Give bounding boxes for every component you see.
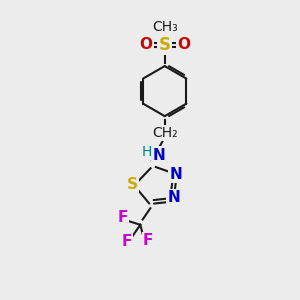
Text: O: O	[177, 38, 190, 52]
Text: F: F	[143, 233, 153, 248]
Text: F: F	[117, 210, 128, 225]
Text: S: S	[127, 177, 137, 192]
Text: S: S	[159, 36, 171, 54]
Text: O: O	[140, 38, 153, 52]
Text: CH₂: CH₂	[152, 126, 178, 140]
Text: N: N	[167, 190, 180, 205]
Text: H: H	[142, 145, 152, 159]
Text: N: N	[169, 167, 182, 182]
Text: N: N	[152, 148, 165, 163]
Text: F: F	[122, 234, 132, 249]
Text: CH₃: CH₃	[152, 20, 178, 34]
